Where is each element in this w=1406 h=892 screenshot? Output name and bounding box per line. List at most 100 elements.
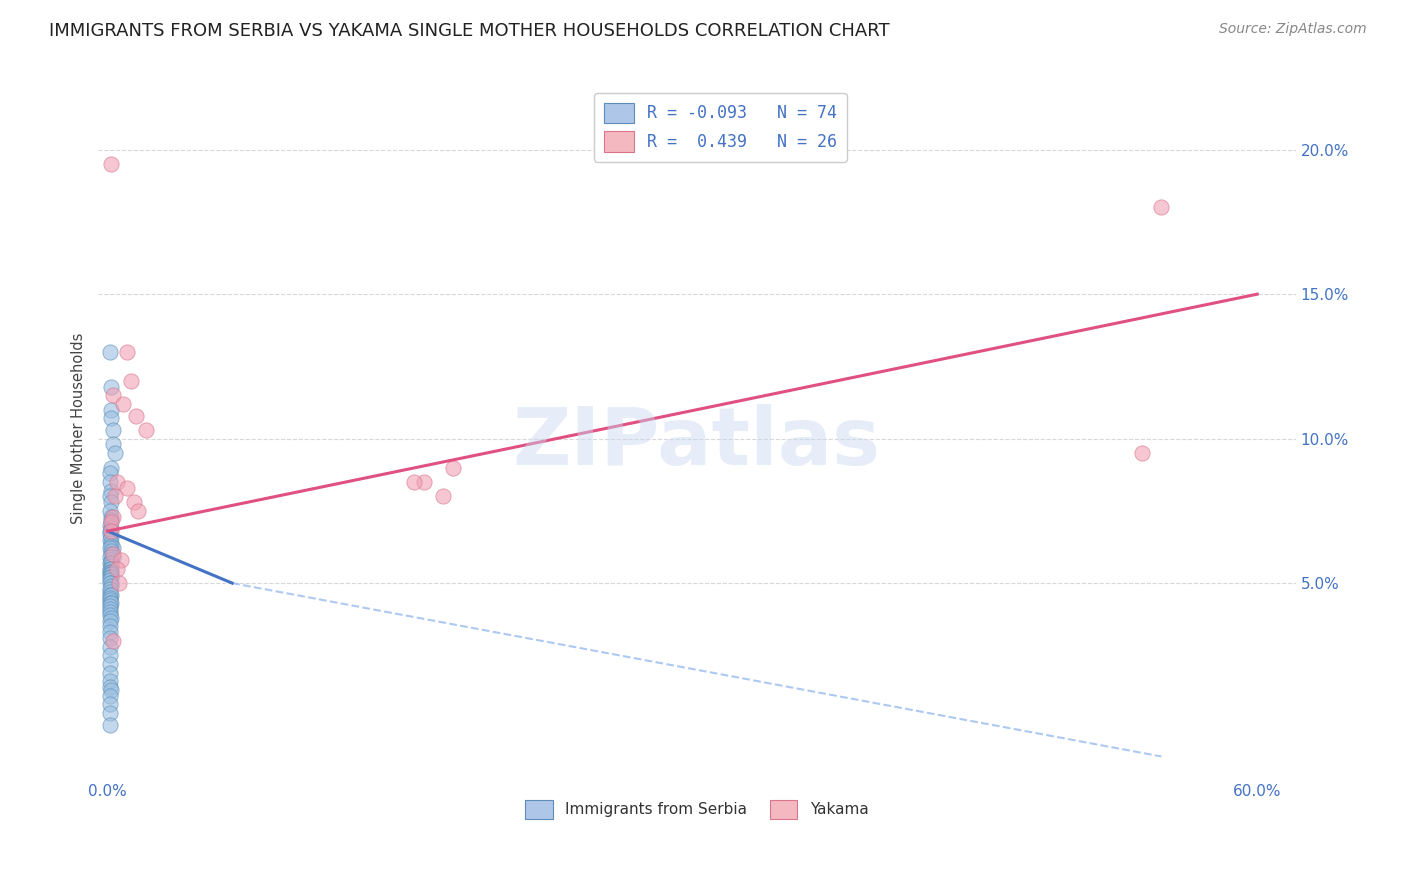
Point bbox=[100, 483, 122, 498]
Point bbox=[127, 504, 149, 518]
Point bbox=[100, 460, 122, 475]
Point bbox=[441, 460, 464, 475]
Point bbox=[98, 665, 121, 680]
Point bbox=[100, 562, 122, 576]
Point bbox=[98, 593, 121, 607]
Point bbox=[110, 553, 132, 567]
Point bbox=[98, 717, 121, 731]
Point bbox=[98, 657, 121, 671]
Point bbox=[100, 524, 122, 538]
Point bbox=[124, 495, 146, 509]
Point bbox=[103, 388, 125, 402]
Point bbox=[100, 567, 122, 582]
Point bbox=[105, 562, 128, 576]
Point bbox=[125, 409, 148, 423]
Point bbox=[98, 567, 121, 582]
Point bbox=[98, 631, 121, 645]
Legend: Immigrants from Serbia, Yakama: Immigrants from Serbia, Yakama bbox=[519, 794, 875, 824]
Point bbox=[105, 475, 128, 489]
Point bbox=[100, 683, 122, 698]
Point bbox=[100, 512, 122, 526]
Point bbox=[100, 565, 122, 579]
Point bbox=[1130, 446, 1153, 460]
Point bbox=[98, 614, 121, 628]
Point bbox=[103, 634, 125, 648]
Point bbox=[98, 689, 121, 703]
Point bbox=[115, 481, 138, 495]
Point bbox=[104, 490, 127, 504]
Point bbox=[1150, 201, 1173, 215]
Point bbox=[98, 680, 121, 694]
Point bbox=[100, 558, 122, 573]
Point bbox=[412, 475, 434, 489]
Point bbox=[98, 648, 121, 663]
Point bbox=[98, 524, 121, 538]
Point bbox=[98, 573, 121, 587]
Point bbox=[100, 411, 122, 425]
Point bbox=[98, 591, 121, 605]
Point bbox=[98, 706, 121, 720]
Point bbox=[100, 547, 122, 561]
Point bbox=[98, 570, 121, 584]
Point bbox=[100, 579, 122, 593]
Point bbox=[100, 509, 122, 524]
Point bbox=[100, 516, 122, 530]
Point bbox=[432, 490, 454, 504]
Point bbox=[98, 607, 121, 622]
Point bbox=[98, 565, 121, 579]
Point bbox=[103, 509, 125, 524]
Point bbox=[100, 402, 122, 417]
Point bbox=[98, 345, 121, 359]
Point bbox=[98, 533, 121, 547]
Point bbox=[103, 541, 125, 556]
Point bbox=[111, 397, 134, 411]
Point bbox=[98, 698, 121, 712]
Point bbox=[98, 541, 121, 556]
Point bbox=[100, 495, 122, 509]
Point bbox=[103, 547, 125, 561]
Y-axis label: Single Mother Households: Single Mother Households bbox=[72, 333, 86, 524]
Point bbox=[98, 550, 121, 565]
Point bbox=[100, 544, 122, 558]
Point bbox=[98, 619, 121, 633]
Point bbox=[98, 562, 121, 576]
Point bbox=[98, 527, 121, 541]
Point bbox=[100, 553, 122, 567]
Point bbox=[108, 576, 131, 591]
Point bbox=[98, 588, 121, 602]
Point bbox=[100, 596, 122, 610]
Point bbox=[135, 423, 157, 437]
Point bbox=[98, 556, 121, 570]
Point bbox=[98, 599, 121, 614]
Point bbox=[100, 157, 122, 171]
Point bbox=[98, 596, 121, 610]
Point bbox=[100, 379, 122, 393]
Point bbox=[100, 521, 122, 535]
Point bbox=[98, 584, 121, 599]
Point bbox=[98, 467, 121, 481]
Point bbox=[98, 605, 121, 619]
Point bbox=[98, 625, 121, 640]
Point bbox=[100, 535, 122, 549]
Text: Source: ZipAtlas.com: Source: ZipAtlas.com bbox=[1219, 22, 1367, 37]
Text: ZIPatlas: ZIPatlas bbox=[513, 403, 882, 482]
Point bbox=[120, 374, 142, 388]
Point bbox=[100, 576, 122, 591]
Point bbox=[98, 475, 121, 489]
Point bbox=[98, 582, 121, 596]
Point bbox=[98, 504, 121, 518]
Point bbox=[103, 437, 125, 451]
Point bbox=[100, 570, 122, 584]
Point bbox=[98, 674, 121, 689]
Point bbox=[100, 530, 122, 544]
Point bbox=[98, 518, 121, 533]
Point bbox=[104, 446, 127, 460]
Point bbox=[103, 423, 125, 437]
Point bbox=[100, 611, 122, 625]
Point bbox=[100, 539, 122, 553]
Point bbox=[98, 576, 121, 591]
Point bbox=[98, 490, 121, 504]
Point bbox=[100, 556, 122, 570]
Point bbox=[115, 345, 138, 359]
Point bbox=[98, 640, 121, 654]
